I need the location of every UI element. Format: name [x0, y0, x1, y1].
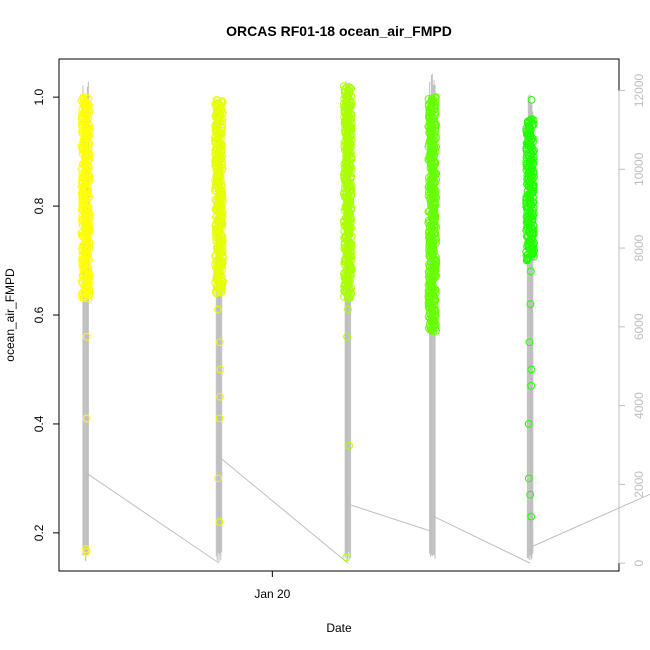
- altitude-connector: [348, 504, 432, 532]
- altitude-connector: [219, 457, 348, 563]
- series-rf04: [425, 94, 440, 335]
- points-layer: [78, 72, 650, 561]
- altitude-layer: [83, 71, 650, 563]
- altitude-connector: [86, 473, 219, 564]
- altitude-connector: [432, 516, 530, 563]
- data-point-outlier: [343, 554, 350, 561]
